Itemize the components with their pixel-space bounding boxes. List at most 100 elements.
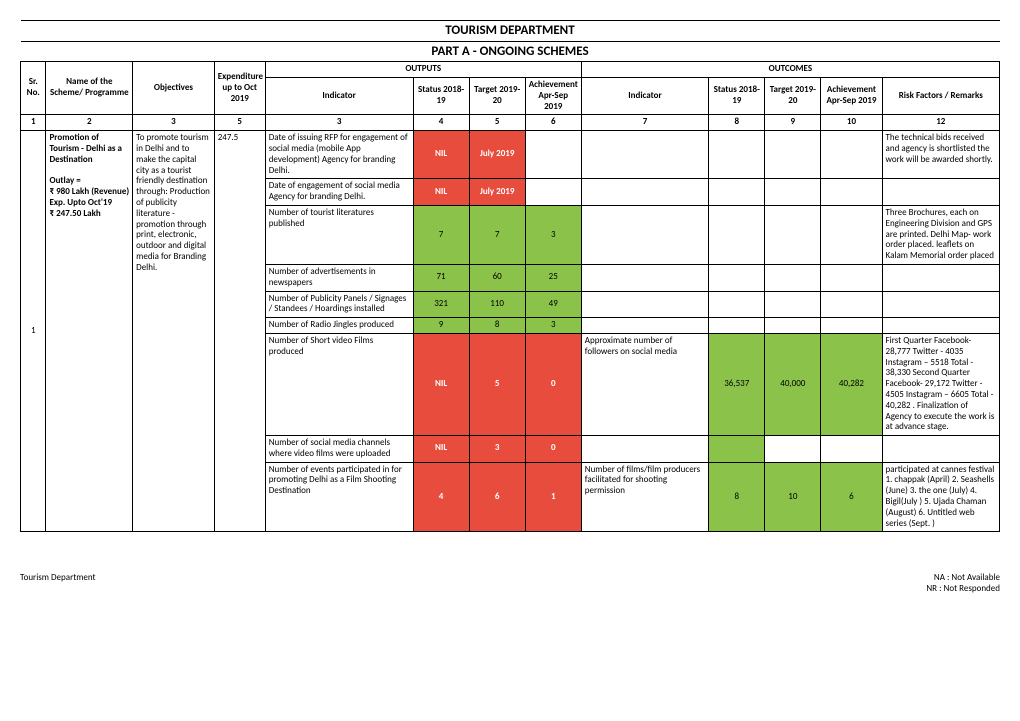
numrow-12: 12: [882, 115, 999, 131]
numrow-7: 7: [581, 115, 708, 131]
row-achievement: 25: [525, 264, 581, 291]
row-achievement2: [821, 205, 882, 264]
row-indicator: Number of Publicity Panels / Signages / …: [265, 291, 413, 318]
row-indicator2: [581, 179, 708, 206]
row-status2: [709, 179, 765, 206]
row-target: 6: [469, 462, 525, 532]
row-achievement2: [821, 131, 882, 179]
row-risk: First Quarter Facebook- 28,777 Twitter -…: [882, 333, 999, 435]
footer-left: Tourism Department: [20, 572, 96, 594]
row-indicator: Number of tourist literatures published: [265, 205, 413, 264]
row-achievement: 0: [525, 436, 581, 463]
row-achievement: [525, 179, 581, 206]
numrow-6: 6: [525, 115, 581, 131]
row-indicator2: Number of films/film producers facilitat…: [581, 462, 708, 532]
hdr-status1819b: Status 2018-19: [709, 77, 765, 114]
part-title: PART A - ONGOING SCHEMES: [21, 41, 1000, 62]
numrow-5: 5: [214, 115, 265, 131]
numrow-8: 8: [709, 115, 765, 131]
row-target: 3: [469, 436, 525, 463]
numrow-5b: 5: [469, 115, 525, 131]
row-achievement: 3: [525, 205, 581, 264]
row-achievement: 49: [525, 291, 581, 318]
scheme-exp: 247.5: [214, 131, 265, 532]
scheme-sr: 1: [21, 131, 46, 532]
main-table: TOURISM DEPARTMENT PART A - ONGOING SCHE…: [20, 20, 1000, 532]
row-indicator: Number of advertisements in newspapers: [265, 264, 413, 291]
row-indicator: Number of social media channels where vi…: [265, 436, 413, 463]
hdr-ind: Indicator: [265, 77, 413, 114]
row-target: 8: [469, 318, 525, 334]
row-status2: [709, 131, 765, 179]
numrow-9: 9: [765, 115, 821, 131]
numrow-1: 1: [21, 115, 46, 131]
row-achievement: 1: [525, 462, 581, 532]
row-target2: [765, 179, 821, 206]
row-target2: [765, 264, 821, 291]
hdr-obj: Objectives: [133, 62, 215, 115]
row-achievement: 3: [525, 318, 581, 334]
hdr-outcomes: OUTCOMES: [581, 62, 999, 78]
row-status: 71: [413, 264, 469, 291]
row-achievement2: [821, 291, 882, 318]
footer-nr: NR : Not Responded: [926, 583, 1000, 594]
row-status2: [709, 318, 765, 334]
row-indicator: Number of Radio Jingles produced: [265, 318, 413, 334]
row-target2: 10: [765, 462, 821, 532]
row-target2: [765, 131, 821, 179]
row-indicator2: [581, 436, 708, 463]
row-achievement: [525, 131, 581, 179]
row-risk: Three Brochures, each on Engineering Div…: [882, 205, 999, 264]
row-risk: participated at cannes festival 1. chapp…: [882, 462, 999, 532]
scheme-objectives: To promote tourism in Delhi and to make …: [133, 131, 215, 532]
row-status: 7: [413, 205, 469, 264]
row-risk: [882, 291, 999, 318]
row-status: 9: [413, 318, 469, 334]
row-achievement2: [821, 436, 882, 463]
row-target: July 2019: [469, 131, 525, 179]
hdr-target1920: Target 2019-20: [469, 77, 525, 114]
row-achievement2: [821, 318, 882, 334]
row-achievement: 0: [525, 333, 581, 435]
row-target2: 40,000: [765, 333, 821, 435]
row-target: 60: [469, 264, 525, 291]
row-achievement2: 6: [821, 462, 882, 532]
row-status2: 36,537: [709, 333, 765, 435]
row-target2: [765, 205, 821, 264]
numrow-10: 10: [821, 115, 882, 131]
numrow-4: 4: [413, 115, 469, 131]
row-indicator2: [581, 291, 708, 318]
row-status: NIL: [413, 131, 469, 179]
row-status: 321: [413, 291, 469, 318]
row-status2: [709, 264, 765, 291]
row-target2: [765, 436, 821, 463]
row-indicator: Number of events participated in for pro…: [265, 462, 413, 532]
hdr-ind2: Indicator: [581, 77, 708, 114]
hdr-risk: Risk Factors / Remarks: [882, 77, 999, 114]
row-indicator: Date of issuing RFP for engagement of so…: [265, 131, 413, 179]
row-target2: [765, 318, 821, 334]
row-target: 7: [469, 205, 525, 264]
row-target: 5: [469, 333, 525, 435]
row-indicator2: [581, 264, 708, 291]
hdr-outputs: OUTPUTS: [265, 62, 581, 78]
hdr-exp: Expenditure up to Oct 2019: [214, 62, 265, 115]
row-status2: [709, 205, 765, 264]
row-risk: [882, 318, 999, 334]
row-risk: [882, 436, 999, 463]
row-achievement2: [821, 179, 882, 206]
hdr-name: Name of the Scheme/ Programme: [46, 62, 133, 115]
footer: Tourism Department NA : Not Available NR…: [20, 572, 1000, 594]
row-indicator: Number of Short video Films produced: [265, 333, 413, 435]
row-status2: 8: [709, 462, 765, 532]
row-status2: [709, 436, 765, 463]
row-status: NIL: [413, 436, 469, 463]
row-risk: The technical bids received and agency i…: [882, 131, 999, 179]
numrow-3: 3: [133, 115, 215, 131]
row-achievement2: 40,282: [821, 333, 882, 435]
scheme-name: Promotion of Tourism - Delhi as a Destin…: [46, 131, 133, 532]
dept-title: TOURISM DEPARTMENT: [21, 21, 1000, 42]
footer-na: NA : Not Available: [926, 572, 1000, 583]
row-indicator: Date of engagement of social media Agenc…: [265, 179, 413, 206]
row-indicator2: Approximate number of followers on socia…: [581, 333, 708, 435]
